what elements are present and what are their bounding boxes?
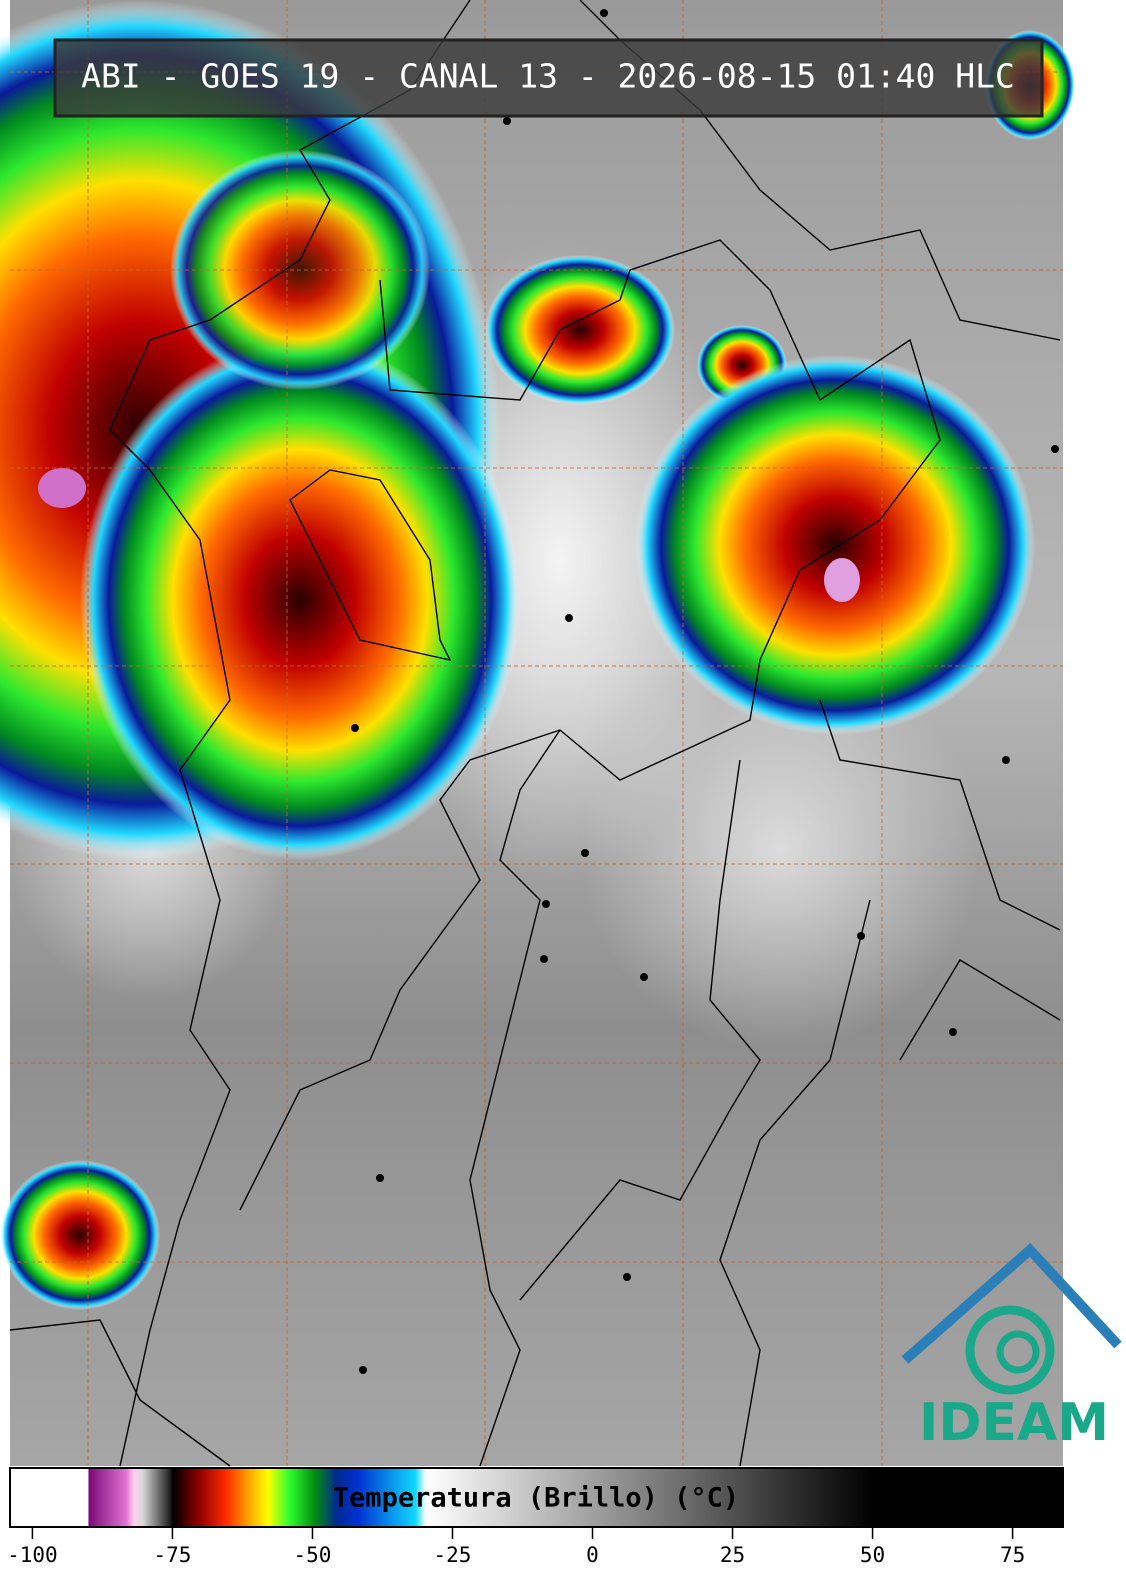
title-box — [53, 38, 1044, 118]
city-dot — [857, 932, 865, 940]
border-line — [469, 729, 561, 1467]
tick-label: 75 — [1000, 1543, 1025, 1567]
city-dot — [540, 955, 548, 963]
city-dot — [359, 1366, 367, 1374]
border-line — [519, 759, 761, 1301]
colorbar-label: Temperatura (Brillo) (°C) — [333, 1483, 739, 1514]
tick-label: 50 — [860, 1543, 885, 1567]
city-dot — [376, 1174, 384, 1182]
tick-label: 0 — [586, 1543, 599, 1567]
tick-label: 25 — [720, 1543, 745, 1567]
logo: IDEAM — [901, 1243, 1122, 1453]
storm-cell — [635, 355, 1035, 735]
city-dot — [351, 724, 359, 732]
border-line — [9, 959, 1061, 1467]
cities — [351, 9, 1059, 1374]
city-dot — [581, 849, 589, 857]
overshoot-top — [824, 558, 860, 602]
tick-label: -75 — [153, 1543, 191, 1567]
border-line — [719, 699, 1061, 1467]
city-dot — [623, 1273, 631, 1281]
city-dot — [640, 973, 648, 981]
city-dot — [600, 9, 608, 17]
colorbar — [9, 1467, 1064, 1528]
cloud-haze — [580, 650, 980, 1050]
city-dot — [503, 117, 511, 125]
tick-label: -50 — [293, 1543, 331, 1567]
city-dot — [565, 614, 573, 622]
city-dot — [949, 1028, 957, 1036]
city-dot — [1002, 756, 1010, 764]
storm-cell — [485, 255, 675, 405]
logo-roof — [901, 1243, 1122, 1364]
city-dot — [1051, 445, 1059, 453]
tick-label: -100 — [7, 1543, 58, 1567]
border-line — [289, 469, 452, 662]
storm-cell — [0, 1160, 160, 1310]
tick-label: -25 — [434, 1543, 472, 1567]
storm-cell — [80, 340, 520, 860]
logo-swirl — [996, 1330, 1040, 1374]
border-line — [109, 0, 471, 1467]
colorbar-ticks: -100 -75 -50 -25 0 25 50 75 — [7, 1527, 1025, 1567]
overshoot-top — [38, 468, 86, 508]
logo-swirl — [965, 1305, 1055, 1395]
city-dot — [542, 900, 550, 908]
admin-borders — [9, 0, 1061, 1467]
logo-text: IDEAM — [919, 1393, 1109, 1453]
title: ABI - GOES 19 - CANAL 13 - 2026-08-15 01… — [81, 57, 1015, 96]
border-line — [239, 239, 941, 1211]
